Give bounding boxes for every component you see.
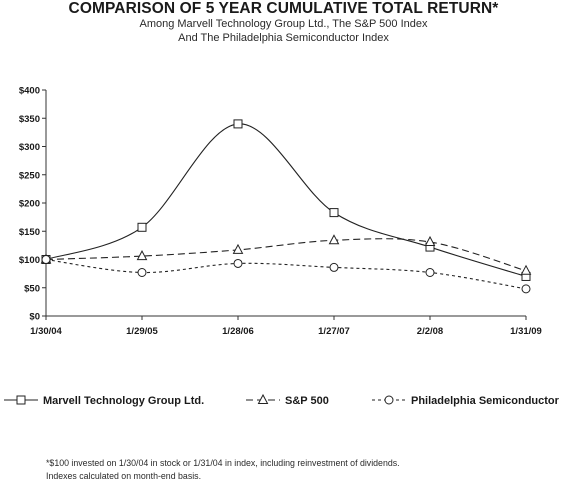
x-tick-label: 2/2/08 — [417, 326, 443, 337]
data-point-marvell-technology-group-ltd — [329, 208, 339, 218]
legend-marker-s-p-500 — [257, 393, 269, 404]
data-point-s-p-500 — [232, 243, 244, 254]
legend-marker-marvell-technology-group-ltd — [16, 395, 26, 405]
legend-marker-philadelphia-semiconductor — [384, 395, 394, 405]
chart-subtitle-line2: And The Philadelphia Semiconductor Index — [178, 32, 389, 44]
data-point-marvell-technology-group-ltd — [233, 119, 243, 129]
data-point-philadelphia-semiconductor — [41, 255, 51, 264]
data-point-s-p-500 — [328, 234, 340, 245]
y-tick-label: $200 — [19, 199, 40, 210]
y-tick-label: $300 — [19, 142, 40, 153]
x-tick-label: 1/29/05 — [126, 326, 158, 337]
y-tick-label: $100 — [19, 255, 40, 266]
data-point-s-p-500 — [136, 250, 148, 261]
x-tick-label: 1/30/04 — [30, 326, 62, 337]
y-tick-label: $400 — [19, 86, 40, 97]
data-point-philadelphia-semiconductor — [521, 284, 531, 294]
x-tick-label: 1/28/06 — [222, 326, 254, 337]
y-tick-label: $250 — [19, 170, 40, 181]
data-point-marvell-technology-group-ltd — [137, 222, 147, 232]
y-tick-label: $350 — [19, 114, 40, 125]
y-tick-label: $50 — [24, 283, 40, 294]
data-point-s-p-500 — [520, 264, 532, 275]
data-point-philadelphia-semiconductor — [233, 258, 243, 268]
series-line-philadelphia-semiconductor — [45, 258, 527, 290]
x-tick-label: 1/31/09 — [510, 326, 542, 337]
data-point-s-p-500 — [424, 235, 436, 246]
chart-title: COMPARISON OF 5 YEAR CUMULATIVE TOTAL RE… — [68, 0, 499, 17]
y-tick-label: $0 — [29, 312, 40, 323]
legend-label-marvell-technology-group-ltd: Marvell Technology Group Ltd. — [43, 395, 204, 407]
legend-label-philadelphia-semiconductor: Philadelphia Semiconductor — [411, 395, 560, 407]
data-point-philadelphia-semiconductor — [329, 262, 339, 272]
series-line-s-p-500 — [45, 238, 527, 272]
series-line-marvell-technology-group-ltd — [45, 123, 527, 277]
chart-subtitle-line1: Among Marvell Technology Group Ltd., The… — [139, 18, 428, 30]
footnote-line1: *$100 invested on 1/30/04 in stock or 1/… — [46, 458, 400, 468]
y-tick-label: $150 — [19, 227, 40, 238]
data-point-philadelphia-semiconductor — [137, 267, 147, 277]
data-point-philadelphia-semiconductor — [425, 267, 435, 277]
footnote-line2: Indexes calculated on month-end basis. — [46, 471, 202, 481]
legend-label-s-p-500: S&P 500 — [285, 395, 329, 407]
x-tick-label: 1/27/07 — [318, 326, 350, 337]
